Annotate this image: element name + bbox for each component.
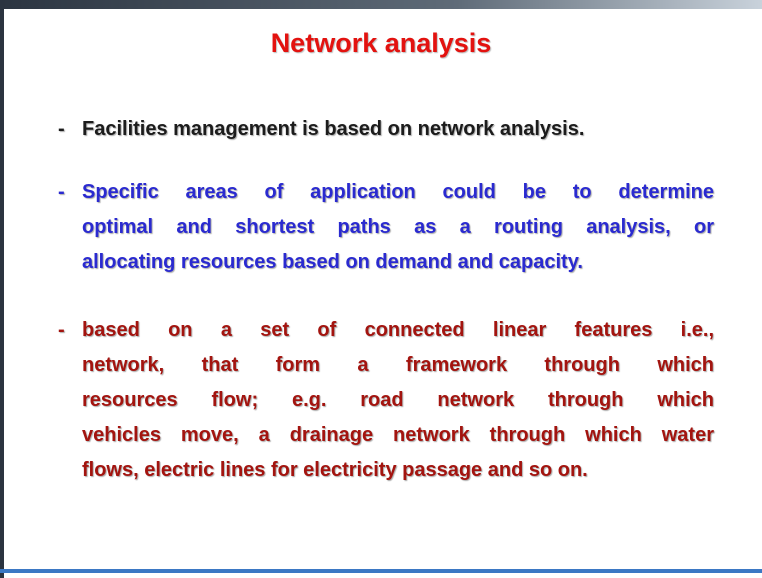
left-bar — [0, 0, 4, 578]
bullet-marker: - — [58, 319, 65, 341]
bullet-marker: - — [58, 118, 65, 140]
text-line: network, that form a framework through w… — [82, 354, 714, 376]
text-line: optimal and shortest paths as a routing … — [82, 216, 714, 238]
text-line: Facilities management is based on networ… — [82, 118, 585, 140]
text-line: resources flow; e.g. road network throug… — [82, 389, 714, 411]
text-line: flows, electric lines for electricity pa… — [82, 459, 588, 481]
top-bar — [0, 0, 762, 9]
text-line: vehicles move, a drainage network throug… — [82, 424, 714, 446]
bullet-marker: - — [58, 181, 65, 203]
slide-title: Network analysis — [270, 28, 492, 58]
text-line: allocating resources based on demand and… — [82, 251, 583, 273]
text-line: Specific areas of application could be t… — [82, 181, 714, 203]
text-line: based on a set of connected linear featu… — [82, 319, 714, 341]
bottom-bar — [0, 569, 762, 573]
